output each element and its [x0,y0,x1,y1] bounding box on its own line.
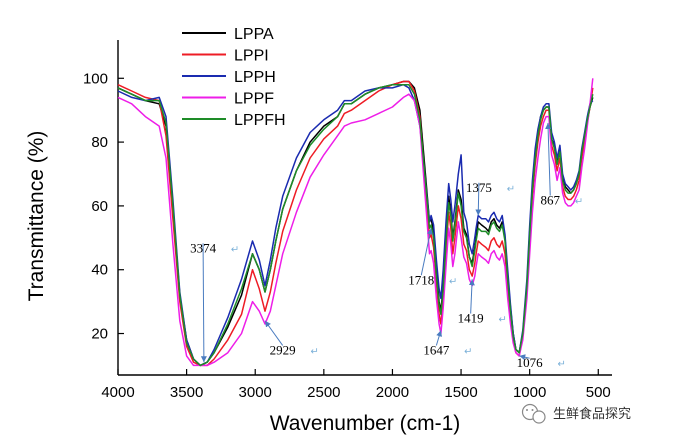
wechat-icon [521,403,546,424]
return-mark-icon: ↵ [231,244,239,255]
annotation-label-1375: 1375 [466,180,492,195]
annotation-label-1647: 1647 [423,342,450,357]
annotation-arrow-1076 [519,354,530,361]
return-mark-icon: ↵ [498,315,506,326]
watermark: 生鲜食品探究 [521,403,631,424]
legend-label-lpph: LPPH [234,69,276,86]
legend-label-lppa: LPPA [234,26,274,43]
return-mark-icon: ↵ [310,346,318,357]
annotation-label-3374: 3374 [190,240,217,255]
annotation-arrow-1647 [435,330,443,346]
return-mark-icon: ↵ [464,346,472,357]
x-tick-label: 2500 [307,384,340,401]
annotation-label-1419: 1419 [458,311,484,326]
annotation-arrow-1375 [475,182,482,216]
series-line-lppf [117,78,594,367]
return-mark-icon: ↵ [449,276,457,287]
annotation-label-1718: 1718 [408,272,434,287]
series-layer [117,78,594,367]
legend-label-lppf: LPPF [234,91,274,108]
x-tick-label: 1000 [513,384,546,401]
x-tick-label: 1500 [444,384,477,401]
y-tick-label: 80 [91,134,108,151]
series-line-lppfh [117,83,594,367]
series-line-lppi [117,80,594,367]
annotation-label-867: 867 [541,193,561,208]
annotation-arrow-1419 [468,279,475,314]
annotation-arrow-2929 [264,320,284,346]
x-axis-title: Wavenumber (cm-1) [270,412,461,435]
legend: LPPA LPPI LPPH LPPF LPPFH [182,26,286,129]
annotation-label-1076: 1076 [517,355,544,370]
x-tick-label: 2000 [376,384,409,401]
annotation-label-2929: 2929 [270,342,296,357]
annotation-arrow-3374 [200,243,207,363]
y-tick-label: 40 [91,262,108,279]
y-tick-label: 60 [91,198,108,215]
x-tick-label: 3500 [170,384,203,401]
watermark-text: 生鲜食品探究 [553,406,631,422]
legend-label-lppi: LPPI [234,48,269,65]
axis-ticks: 4000 3500 3000 2500 2000 1500 1000 500 20 40 60 80 1… [83,70,611,401]
x-tick-label: 500 [586,384,611,401]
annotation-arrow-1718 [420,228,433,276]
series-line-lppa [117,80,594,367]
return-mark-icon: ↵ [575,197,583,208]
legend-label-lppfh: LPPFH [234,112,286,129]
series-line-lpph [117,83,594,367]
annotation-arrow-867 [545,122,552,196]
return-mark-icon: ↵ [507,184,515,195]
y-axis-title: Transmittance (%) [25,131,48,302]
x-tick-label: 4000 [101,384,134,401]
annotations: 3374 ↵ 2929 ↵ 1718 ↵ 1375 ↵ 867 ↵ 1647 ↵ 1419 ↵ 1076 ↵ [190,122,583,370]
x-tick-label: 3000 [239,384,272,401]
return-mark-icon: ↵ [557,359,565,370]
y-tick-label: 20 [91,326,108,343]
y-tick-label: 100 [83,70,108,87]
